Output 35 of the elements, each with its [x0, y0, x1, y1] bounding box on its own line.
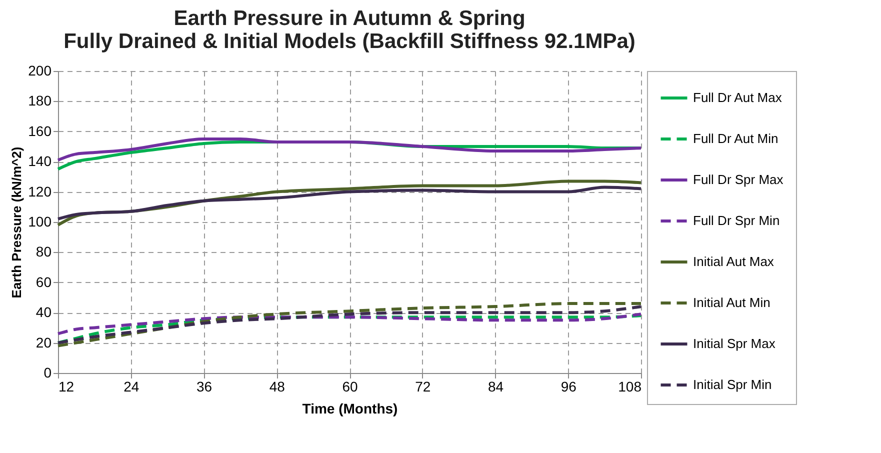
legend-label: Full Dr Aut Min: [693, 131, 778, 146]
y-tick-label: 100: [28, 214, 52, 230]
y-tick-label: 60: [36, 274, 52, 290]
x-tick-label: 48: [269, 378, 286, 394]
line-series: [56, 314, 642, 344]
chart-title: Earth Pressure in Autumn & Spring Fully Drained & Initial Models (Backfill Stiffness 92.1MPa): [64, 7, 636, 53]
x-tick-label: 12: [58, 378, 74, 394]
y-tick-label: 0: [44, 364, 52, 380]
y-tick-label: 40: [36, 304, 52, 320]
legend-label: Full Dr Aut Max: [693, 90, 782, 105]
x-tick-label: 108: [618, 378, 642, 394]
legend-label: Initial Aut Min: [693, 295, 770, 310]
y-tick-label: 180: [28, 92, 52, 109]
legend-label: Full Dr Spr Max: [693, 172, 784, 187]
y-tick-label: 120: [28, 183, 52, 200]
legend-label: Initial Spr Min: [693, 377, 772, 392]
y-tick-label: 200: [28, 62, 52, 78]
line-series: [56, 137, 642, 162]
legend-label: Initial Aut Max: [693, 254, 774, 269]
x-tick-label: 96: [560, 378, 577, 394]
y-tick-label: 140: [28, 153, 52, 170]
line-series: [56, 312, 642, 336]
y-tick-label: 20: [36, 334, 52, 350]
y-axis-title: Earth Pressure (kN/m^2): [9, 146, 24, 298]
y-tick-label: 80: [36, 244, 52, 260]
line-series: [56, 186, 642, 220]
legend-label: Initial Spr Max: [693, 336, 776, 351]
x-tick-label: 84: [488, 378, 504, 394]
x-tick-label: 60: [342, 378, 358, 394]
y-tick-label: 160: [28, 122, 52, 139]
x-tick-label: 36: [196, 378, 212, 394]
legend-label: Full Dr Spr Min: [693, 213, 780, 228]
x-axis-title: Time (Months): [302, 400, 398, 416]
x-tick-label: 72: [415, 378, 431, 394]
x-tick-label: 24: [124, 378, 140, 394]
